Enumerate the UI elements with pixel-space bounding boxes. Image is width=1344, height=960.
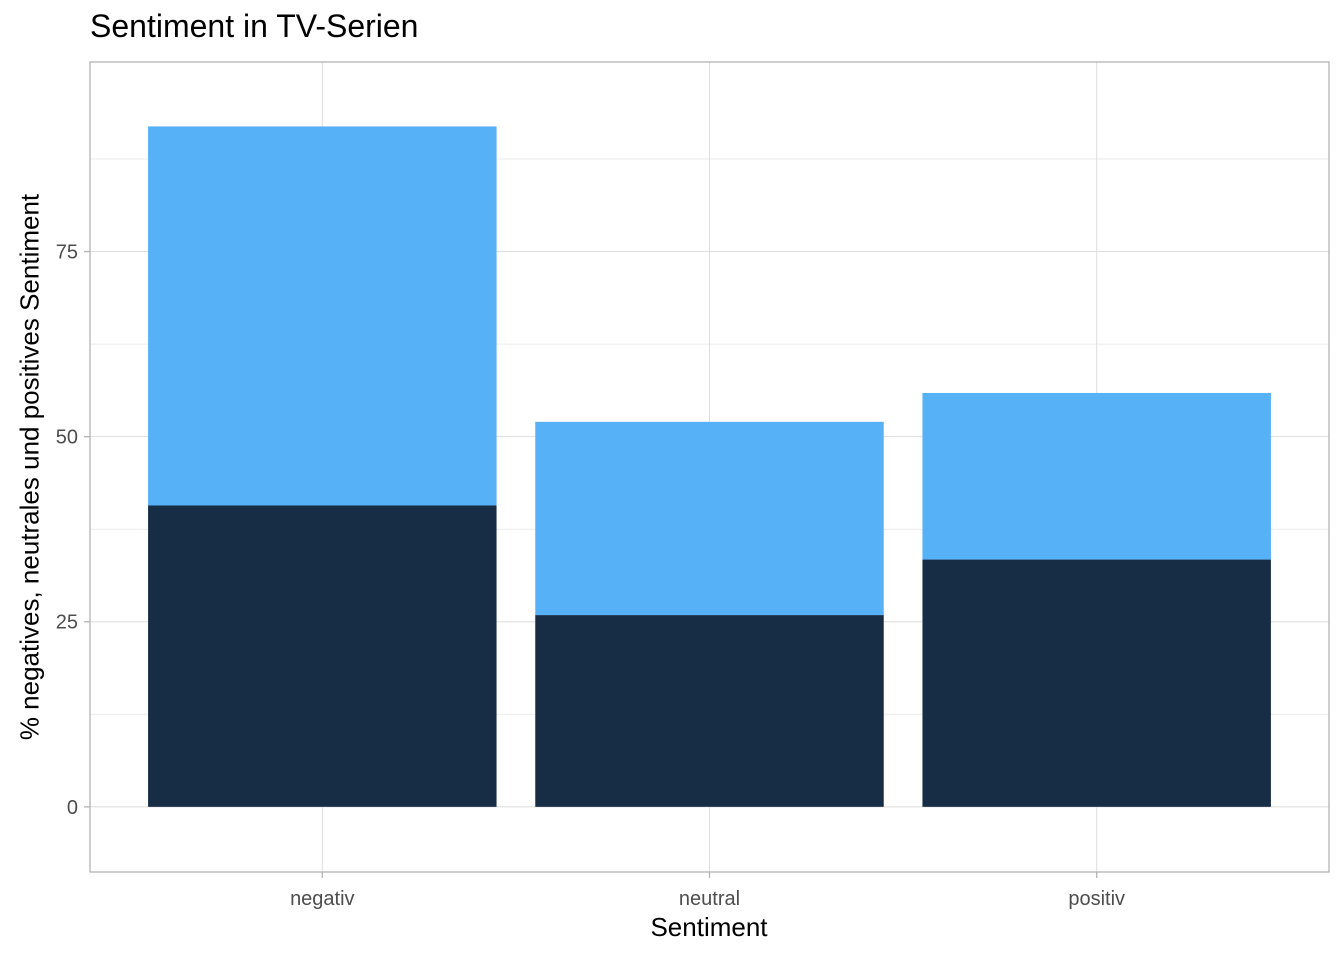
y-tick-label: 0 [67, 797, 78, 819]
x-tick-label: positiv [1068, 888, 1125, 910]
bar-segment-neutral-2 [535, 421, 884, 616]
bar-segment-negativ-1 [148, 505, 497, 807]
bar-segment-negativ-2 [148, 126, 497, 506]
y-tick-label: 50 [56, 427, 78, 449]
y-tick-label: 75 [56, 242, 78, 264]
y-tick-label: 25 [56, 612, 78, 634]
bar-segment-positiv-1 [922, 559, 1271, 807]
bar-segment-positiv-2 [922, 392, 1271, 560]
x-axis-title: Sentiment [650, 912, 768, 942]
chart-title: Sentiment in TV-Serien [90, 8, 419, 44]
x-tick-label: neutral [679, 888, 740, 910]
x-tick-label: negativ [290, 888, 355, 910]
bar-segment-neutral-1 [535, 615, 884, 807]
